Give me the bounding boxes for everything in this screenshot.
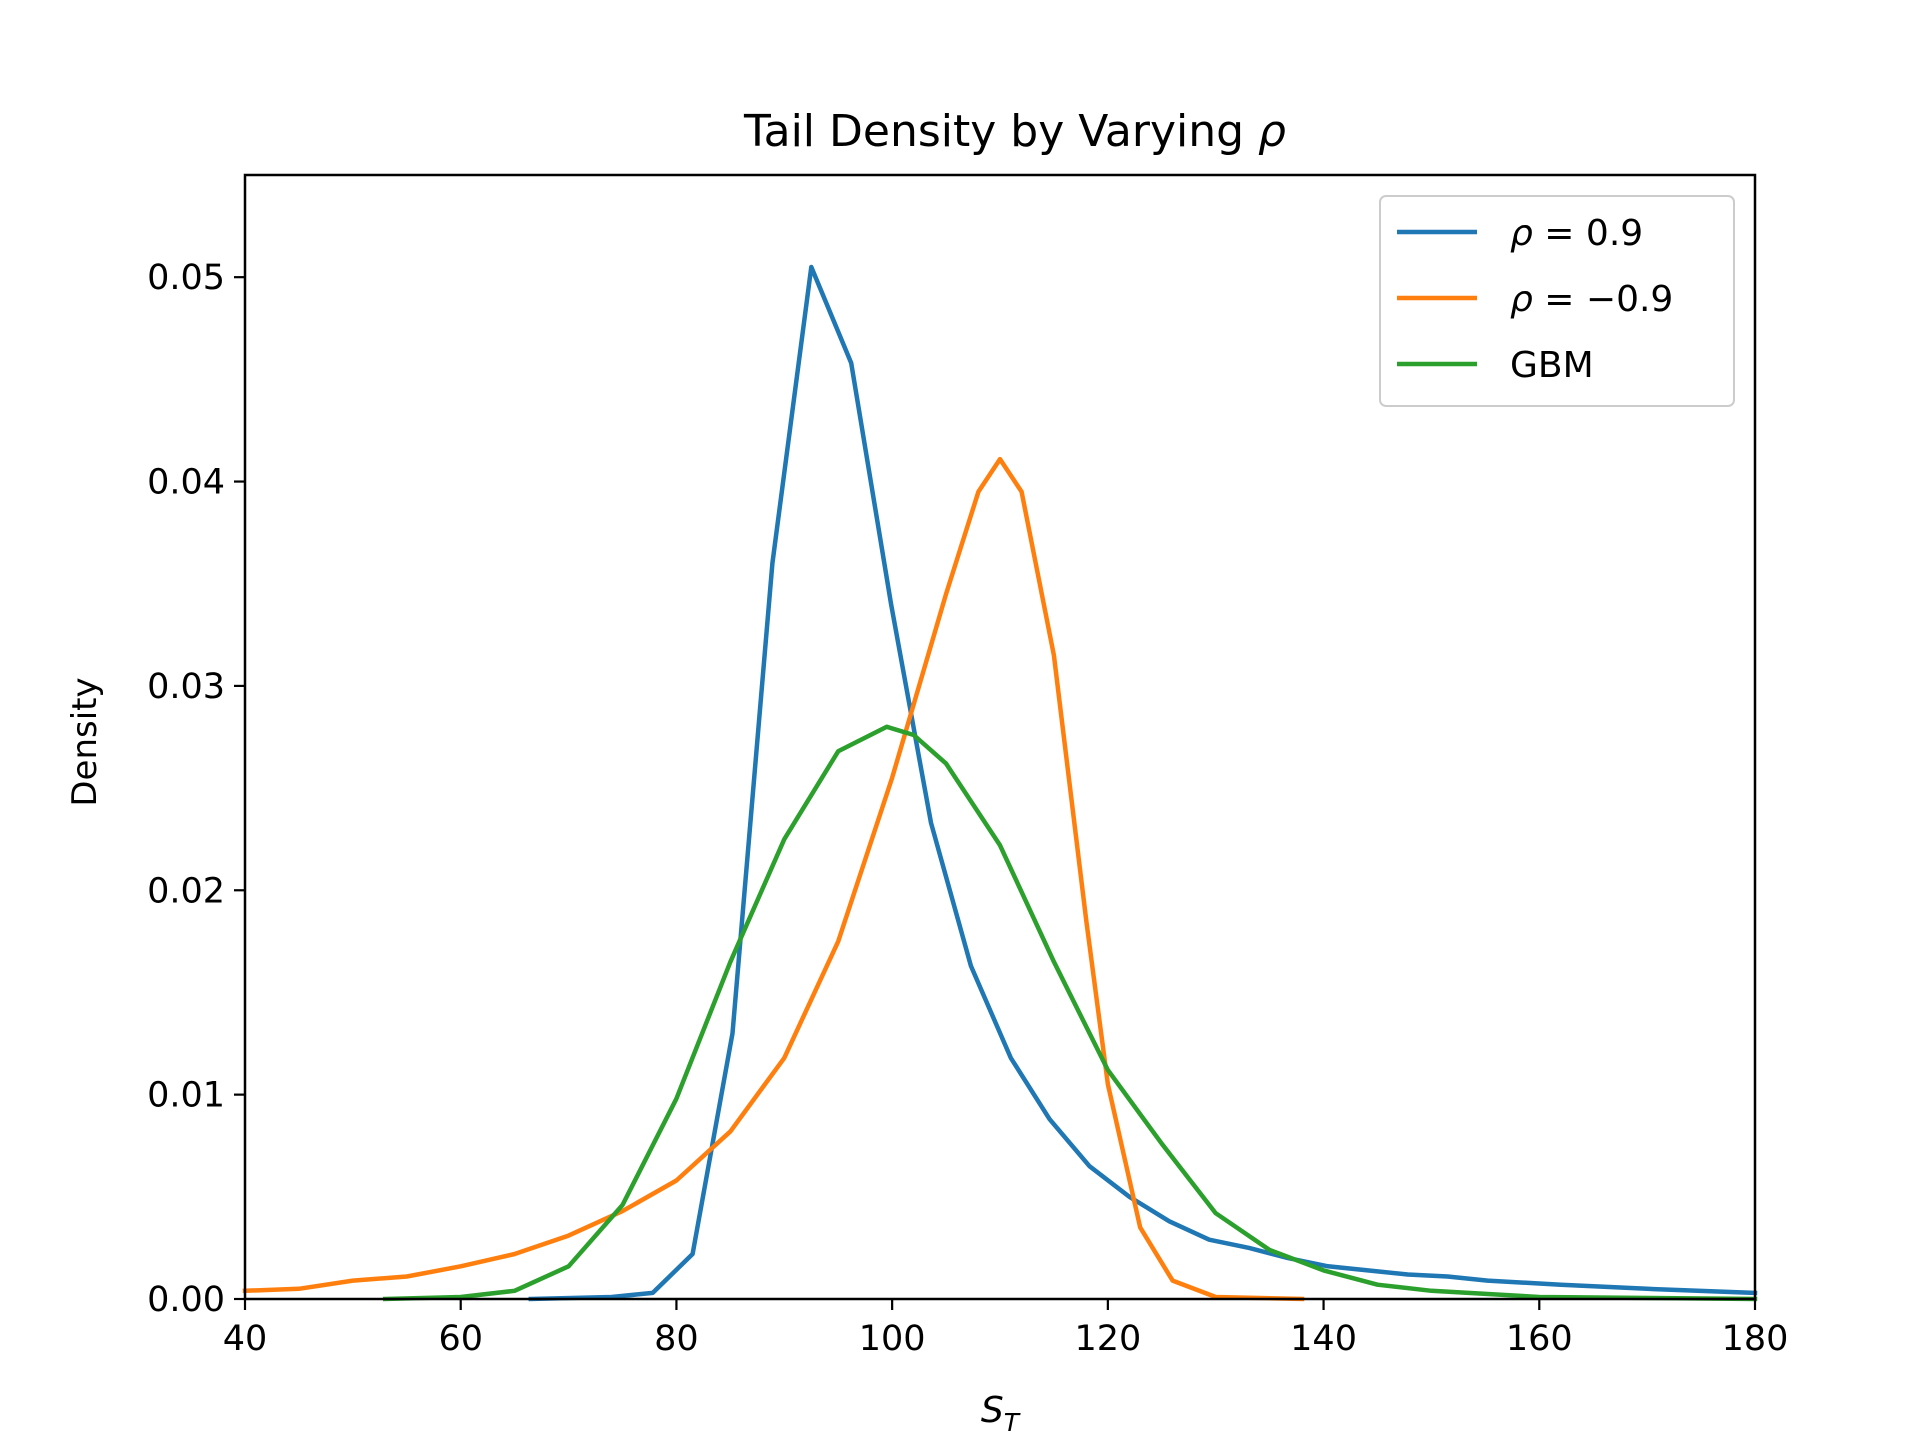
legend-label-2: GBM [1510,345,1594,386]
x-tick-label: 180 [1722,1319,1789,1359]
legend-label-0: ρ = 0.9 [1510,213,1643,254]
legend: ρ = 0.9 ρ = −0.9 GBM [1379,195,1735,407]
y-axis: 0.00 0.01 0.02 0.03 0.04 0.05 [147,258,245,1320]
x-tick-label: 140 [1290,1319,1357,1359]
x-tick-label: 120 [1074,1319,1141,1359]
x-tick-label: 160 [1506,1319,1573,1359]
y-tick-label: 0.03 [147,667,225,707]
series-line-2 [382,724,1758,1302]
y-tick-label: 0.05 [147,258,225,298]
x-tick-label: 60 [438,1319,483,1359]
x-axis: 40 60 80 100 120 140 160 180 [223,1299,1789,1359]
y-tick-label: 0.01 [147,1076,225,1116]
plot-area [242,264,1758,1302]
y-axis-label: Density [65,677,105,806]
y-tick-label: 0.02 [147,871,225,911]
x-tick-label: 80 [654,1319,699,1359]
x-axis-label: ST [981,1390,1021,1437]
legend-box [1379,195,1735,407]
y-tick-label: 0.00 [147,1280,225,1320]
chart-title: Tail Density by Varying ρ [743,106,1286,157]
series-line-1 [242,456,1305,1302]
legend-entries: ρ = 0.9 ρ = −0.9 GBM [1397,213,1673,386]
x-tick-label: 40 [223,1319,268,1359]
series-line-0 [528,264,1758,1302]
legend-label-1: ρ = −0.9 [1510,279,1673,320]
y-tick-label: 0.04 [147,463,225,503]
axes-frame [243,173,1757,1301]
x-tick-label: 100 [859,1319,926,1359]
